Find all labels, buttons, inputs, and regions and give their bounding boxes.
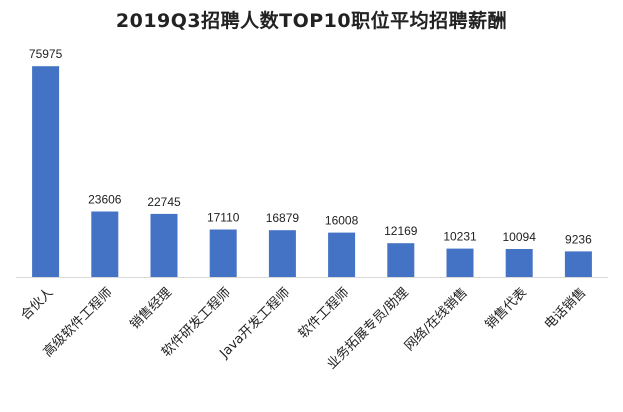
tick-label-7: 网络/在线销售 <box>401 285 471 355</box>
bar-7 <box>446 248 474 277</box>
data-label-8: 10094 <box>503 230 537 244</box>
data-label-9: 9236 <box>565 232 592 246</box>
data-label-1: 23606 <box>88 193 122 207</box>
bar-5 <box>328 232 356 277</box>
bar-2 <box>150 213 178 277</box>
bar-0 <box>32 66 60 277</box>
bar-9 <box>564 251 592 277</box>
bar-1 <box>91 211 119 277</box>
data-label-0: 75975 <box>29 47 63 61</box>
data-label-7: 10231 <box>443 230 477 244</box>
tick-label-5: 软件工程师 <box>296 285 353 342</box>
bar-6 <box>387 243 415 277</box>
bar-3 <box>209 229 237 277</box>
data-label-6: 12169 <box>384 224 418 238</box>
chart-title: 2019Q3招聘人数TOP10职位平均招聘薪酬 <box>115 10 508 32</box>
data-label-5: 16008 <box>325 214 359 228</box>
bar-4 <box>268 230 296 277</box>
tick-label-8: 销售代表 <box>482 285 530 333</box>
tick-label-9: 电话销售 <box>541 285 589 333</box>
data-label-4: 16879 <box>266 211 300 225</box>
tick-label-2: 销售经理 <box>127 285 175 333</box>
data-label-3: 17110 <box>207 211 240 225</box>
tick-label-0: 合伙人 <box>18 285 56 323</box>
data-label-2: 22745 <box>147 195 181 209</box>
bar-8 <box>505 249 533 277</box>
